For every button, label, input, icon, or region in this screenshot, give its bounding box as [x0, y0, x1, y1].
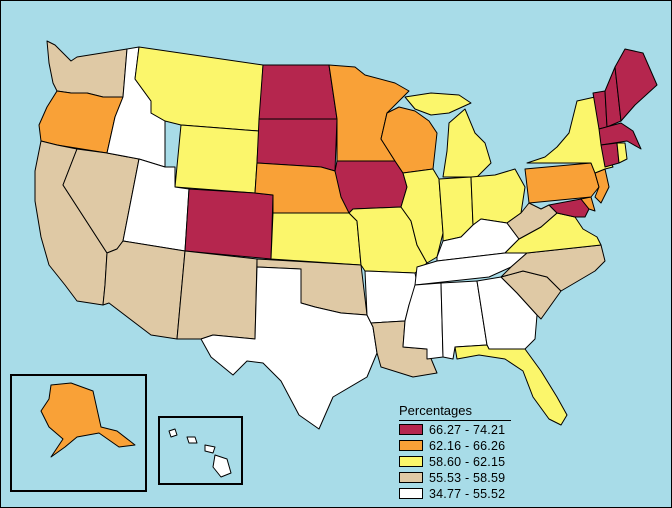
state-wisconsin: [380, 106, 438, 174]
state-arizona: [102, 240, 186, 340]
legend-swatch-4: [399, 488, 423, 499]
legend-swatch-0: [399, 424, 423, 435]
alaska-inset-frame: [10, 374, 147, 492]
legend-row-3: 55.53 - 58.59: [399, 470, 519, 485]
state-michigan-upper: [404, 92, 472, 116]
legend-label-3: 55.53 - 58.59: [429, 470, 506, 485]
legend-row-4: 34.77 - 55.52: [399, 486, 519, 501]
legend-label-0: 66.27 - 74.21: [429, 422, 506, 437]
state-hawaii-big-island: [212, 454, 232, 478]
legend: Percentages 66.27 - 74.21 62.16 - 66.26 …: [399, 403, 519, 501]
state-washington: [46, 40, 128, 98]
hawaii-inset-frame: [158, 416, 243, 485]
state-hawaii-kauai: [168, 428, 178, 438]
legend-row-1: 62.16 - 66.26: [399, 438, 519, 453]
state-florida: [454, 344, 568, 426]
legend-label-4: 34.77 - 55.52: [429, 486, 506, 501]
state-alaska: [40, 382, 136, 458]
state-wyoming: [174, 124, 260, 194]
state-south-dakota: [256, 118, 338, 172]
state-maine: [614, 48, 658, 122]
legend-label-1: 62.16 - 66.26: [429, 438, 506, 453]
legend-label-2: 58.60 - 62.15: [429, 454, 506, 469]
state-hawaii-maui: [204, 444, 216, 454]
state-texas: [200, 266, 378, 430]
state-michigan: [442, 108, 492, 178]
state-iowa: [334, 160, 408, 214]
state-new-mexico: [176, 250, 258, 340]
state-hawaii-oahu: [186, 436, 198, 444]
legend-swatch-3: [399, 472, 423, 483]
state-pennsylvania: [524, 162, 600, 204]
state-colorado: [184, 188, 274, 260]
legend-row-2: 58.60 - 62.15: [399, 454, 519, 469]
state-north-carolina: [500, 244, 606, 292]
legend-swatch-2: [399, 456, 423, 467]
state-illinois: [400, 168, 444, 264]
state-north-dakota: [258, 64, 338, 120]
state-rhode-island: [616, 142, 628, 164]
legend-swatch-1: [399, 440, 423, 451]
state-kansas: [270, 212, 362, 266]
legend-row-0: 66.27 - 74.21: [399, 422, 519, 437]
legend-title: Percentages: [399, 403, 511, 421]
